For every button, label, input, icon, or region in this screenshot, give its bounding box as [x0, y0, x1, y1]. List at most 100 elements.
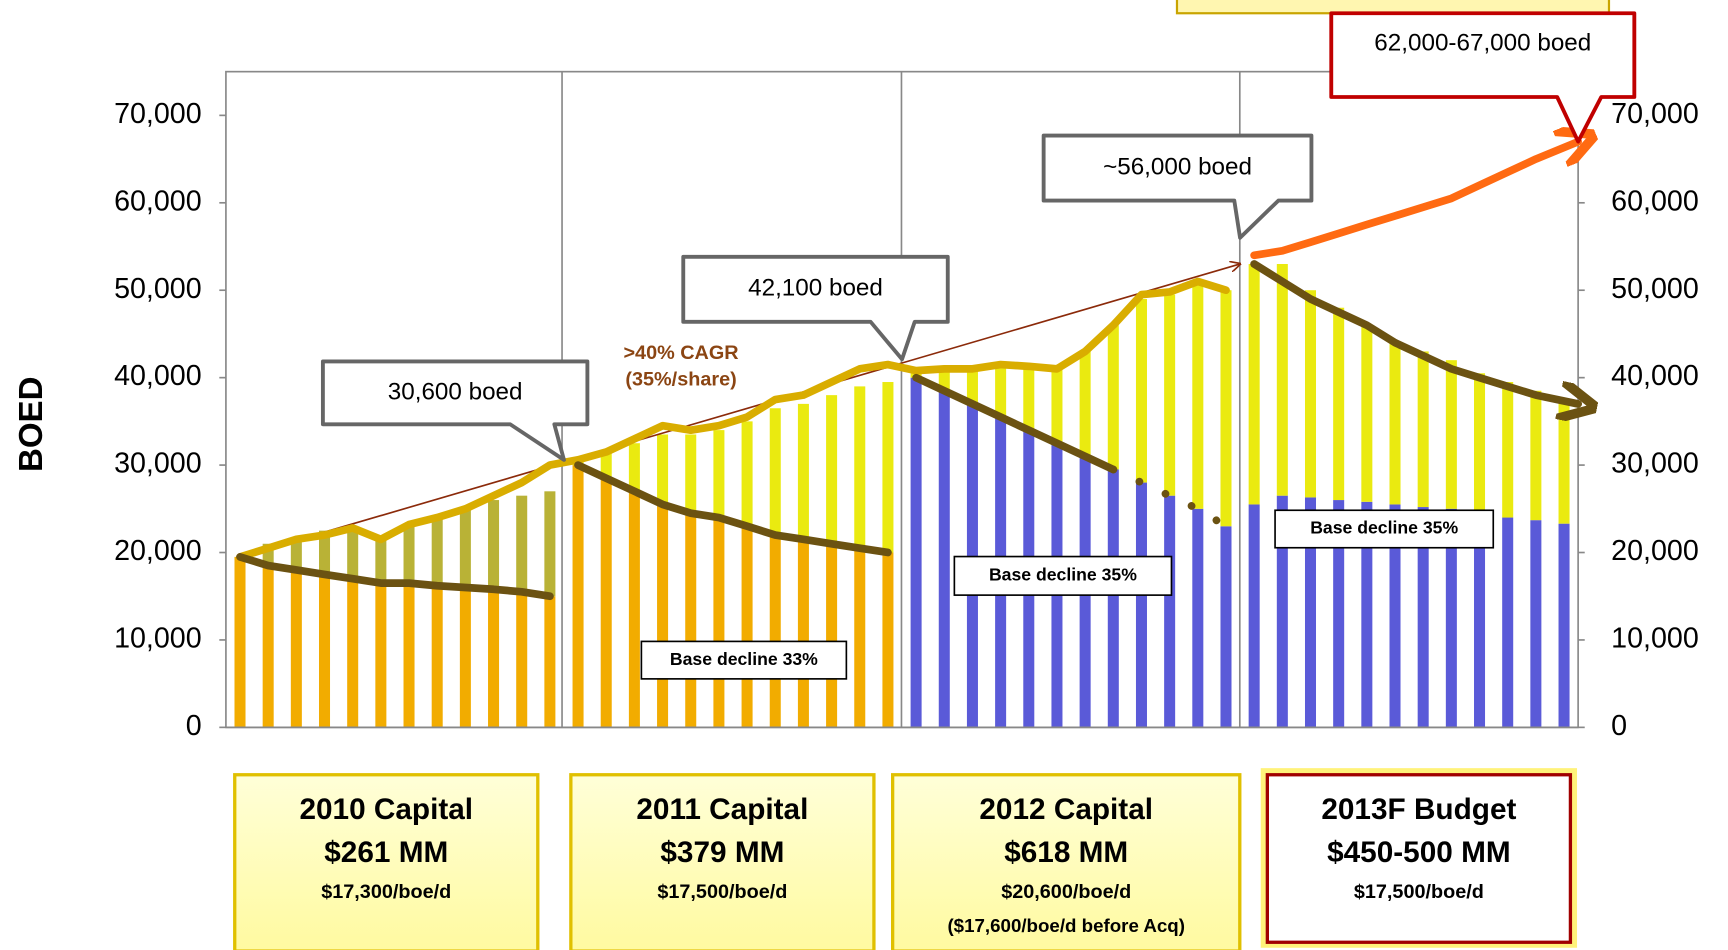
bar-segment: [319, 574, 331, 728]
capital-box: [233, 773, 540, 950]
y-tick-label: 40,000: [114, 360, 202, 392]
y2-tick-label: 10,000: [1611, 623, 1699, 655]
series-line: [236, 553, 554, 601]
series-line: [912, 373, 1118, 474]
bar-segment: [347, 526, 359, 579]
series-line: [239, 264, 1240, 558]
decline-note: Base decline 33%: [670, 649, 818, 669]
series-line: [574, 461, 892, 557]
bar-segment: [1333, 500, 1345, 728]
callout-box: [1041, 133, 1314, 240]
bar-segment: [544, 491, 556, 597]
bar-segment: [572, 465, 584, 728]
y-tick-label: 0: [186, 710, 202, 742]
bar-segment: [769, 535, 781, 728]
bar-segment: [1051, 368, 1063, 444]
bar-segment: [1389, 342, 1401, 505]
bar-segment: [628, 443, 640, 492]
bar-segment: [403, 583, 415, 728]
bar-segment: [1135, 298, 1147, 483]
bar-segment: [1558, 523, 1570, 728]
bar-segment: [995, 364, 1007, 417]
bar-segment: [685, 434, 697, 514]
capital-title: 2013F Budget: [1321, 793, 1516, 826]
bar-segment: [234, 556, 246, 728]
bar-segment: [854, 386, 866, 549]
bar-segment: [1079, 351, 1091, 457]
bar-segment: [375, 539, 387, 584]
bar-segment: [347, 578, 359, 728]
bar-segment: [1164, 294, 1176, 496]
bar-segment: [1248, 263, 1260, 505]
capital-title: 2010 Capital: [299, 793, 473, 826]
bar-segment: [516, 591, 528, 728]
bar-segment: [1107, 325, 1119, 470]
y2-tick-label: 40,000: [1611, 360, 1699, 392]
bar-segment: [1445, 508, 1457, 728]
bar-segment: [826, 395, 838, 544]
capital-rate: $17,500/boe/d: [657, 881, 787, 903]
capital-amount: $379 MM: [660, 836, 784, 869]
bar-segment: [854, 548, 866, 728]
bar-segment: [1558, 399, 1570, 524]
bar-segment: [1192, 281, 1204, 509]
bar-segment: [797, 403, 809, 540]
y2-tick-label: 0: [1611, 710, 1627, 742]
y-tick-label: 50,000: [114, 273, 202, 305]
bar-segment: [1417, 351, 1429, 508]
bar-segment: [1220, 526, 1232, 728]
bar-segment: [882, 552, 894, 728]
y-tick-label: 20,000: [114, 535, 202, 567]
decline-note: Base decline 35%: [989, 564, 1137, 584]
capital-rate: $17,300/boe/d: [321, 881, 451, 903]
bar-segment: [600, 478, 612, 728]
bar-segment: [459, 508, 471, 588]
y-tick-label: 30,000: [114, 448, 202, 480]
bar-segment: [544, 596, 556, 728]
bar-segment: [1333, 307, 1345, 501]
bar-segment: [1107, 469, 1119, 728]
bar-segment: [657, 504, 669, 728]
callout-box: [681, 254, 950, 362]
bar-segment: [1530, 520, 1542, 728]
y2-tick-label: 60,000: [1611, 185, 1699, 217]
bar-segment: [1248, 504, 1260, 728]
capital-box: [569, 773, 876, 950]
bar-segment: [262, 565, 274, 728]
bar-segment: [628, 491, 640, 728]
y-tick-label: 60,000: [114, 185, 202, 217]
y2-tick-label: 30,000: [1611, 448, 1699, 480]
y2-tick-label: 20,000: [1611, 535, 1699, 567]
bar-segment: [600, 451, 612, 479]
capital-amount: $450-500 MM: [1327, 836, 1511, 869]
bar-segment: [1135, 482, 1147, 728]
bar-segment: [797, 539, 809, 728]
bar-segment: [1304, 290, 1317, 498]
decline-note: Base decline 35%: [1310, 518, 1458, 538]
bar-segment: [657, 434, 669, 505]
bar-segment: [966, 368, 978, 404]
bar-segment: [938, 368, 950, 391]
bar-segment: [431, 585, 443, 728]
y2-tick-label: 50,000: [1611, 273, 1699, 305]
bar-segment: [1276, 263, 1288, 496]
bar-segment: [1474, 513, 1486, 728]
series-line: [1250, 260, 1578, 404]
bar-segment: [741, 421, 753, 527]
bar-segment: [1192, 508, 1204, 728]
bar-segment: [769, 408, 781, 536]
bar-segment: [1445, 360, 1457, 509]
callout-text: 30,600 boed: [388, 378, 523, 405]
callout-box: [320, 359, 590, 462]
callout-box: [1329, 11, 1637, 144]
bar-segment: [403, 526, 415, 584]
capital-title: 2011 Capital: [636, 793, 808, 826]
capital-amount: $261 MM: [324, 836, 448, 869]
bar-segment: [319, 530, 331, 575]
y-tick-label: 70,000: [114, 98, 202, 130]
bar-segment: [375, 583, 387, 728]
bar-segment: [459, 587, 471, 728]
bar-segment: [1361, 501, 1373, 728]
